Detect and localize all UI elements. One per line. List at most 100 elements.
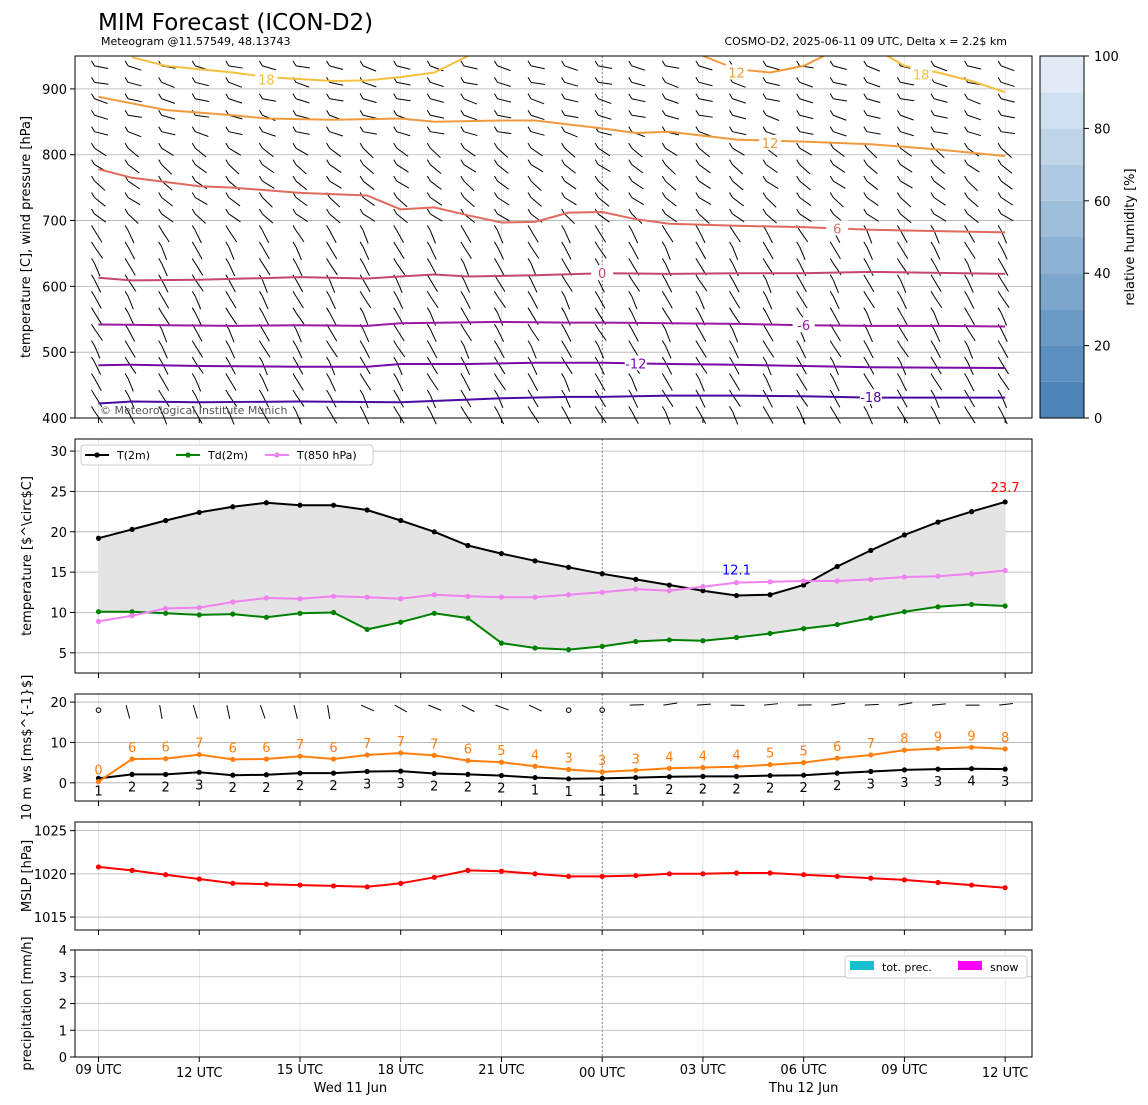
wind-barb [329,213,341,224]
wind-barb-feather [460,290,465,297]
wind-barb-feather [997,60,1002,67]
wind-barb [832,296,840,310]
wind-barb-feather [326,356,330,363]
data-point [901,609,908,615]
mean-wind-label: 2 [128,780,136,795]
wind-barb [94,411,103,424]
wind-barb [597,180,609,191]
wind-barb [362,312,369,326]
wind-barb [765,164,778,174]
wind-barb-feather [997,290,1002,297]
y-tick-label: 500 [42,346,67,361]
data-point [633,767,639,773]
wind-barb [396,213,408,224]
wind-barb-feather [729,356,733,363]
wind-barb [127,147,140,158]
wind-barb [261,312,270,326]
wind-barb-feather [796,307,801,313]
wind-barb [732,98,746,104]
data-point [700,584,706,590]
wind-barb [463,131,478,137]
wind-barb [799,361,807,375]
colorbar-segment [1040,164,1084,201]
wind-barb [127,378,134,392]
data-point [196,769,202,775]
wind-barb-feather [695,323,700,330]
wind-barb-feather [326,159,330,165]
data-point [633,774,639,781]
wind-barb-feather [628,340,633,346]
colorbar-frame [1039,55,1085,419]
data-point [1002,885,1008,891]
wind-barb [933,164,946,174]
wind-barb-feather [426,192,431,198]
wind-barb-feather [796,93,801,100]
wind-barb [665,147,678,156]
wind-barb-feather [258,290,263,297]
wind-barb-feather [561,307,566,313]
wind-barb-feather [661,208,666,215]
wind-barb-feather [225,406,230,412]
data-point [599,873,605,880]
wind-barb [228,246,235,261]
wind-barb-feather [661,93,666,100]
wind-barb [765,114,780,121]
wind-barb-feather [729,159,733,165]
isotherm-label: 12 [728,66,745,81]
data-point [1002,746,1008,752]
panel-frame [74,949,1033,1058]
data-point [968,882,975,888]
y-tick-label: 5 [59,647,67,662]
wind-barb [429,180,442,190]
wind-barb-feather [124,274,129,281]
wind-barb-feather [460,225,465,231]
legend-marker [185,452,191,458]
wind-barb [161,213,174,223]
calm-wind-circle [565,707,572,713]
data-point [599,589,605,595]
wind-barb-feather [191,175,196,182]
wind-barb [664,378,673,391]
wind-barb [597,246,607,259]
wind-barb [933,230,940,244]
wind-barb-feather [258,406,263,412]
wind-barb [195,114,210,118]
wind-barb-feather [997,126,1002,132]
wind-barb [94,114,109,120]
data-point [566,776,572,782]
x-tick-label: 12 UTC [176,1066,222,1081]
gust-label: 8 [900,732,908,747]
wind-barb [631,65,646,71]
wind-barb [899,296,907,310]
wind-barb-feather [997,77,1002,83]
wind-barb [94,279,102,293]
x-tick-label: 06 UTC [780,1063,826,1078]
wind-barb [228,147,242,156]
wind-barb [732,164,744,175]
wind-barb-feather [997,241,1002,248]
wind-barb [967,98,981,105]
wind-barb [194,230,202,244]
wind-barb [665,164,676,175]
wind-barb-feather [695,307,700,313]
wind-barb [327,705,331,720]
wind-barb [564,361,573,375]
colorbar-tick-label: 20 [1094,340,1111,355]
wind-barb [463,114,478,121]
wind-barb-feather [258,93,263,100]
wind-barb [396,180,410,189]
wind-barb [933,312,940,326]
wind-barb-feather [829,389,834,396]
data-point [330,609,337,616]
wind-barb [496,312,504,326]
wind-barb [430,98,444,103]
data-point [263,881,269,887]
wind-barb-feather [964,225,968,231]
colorbar-tick-label: 40 [1094,267,1111,282]
wind-barb-feather [359,175,364,182]
wind-barb-feather [729,406,733,412]
wind-barb-feather [426,356,431,363]
wind-barb [1000,295,1010,308]
wind-barb-feather [124,389,129,396]
wind-barb-feather [661,373,666,379]
